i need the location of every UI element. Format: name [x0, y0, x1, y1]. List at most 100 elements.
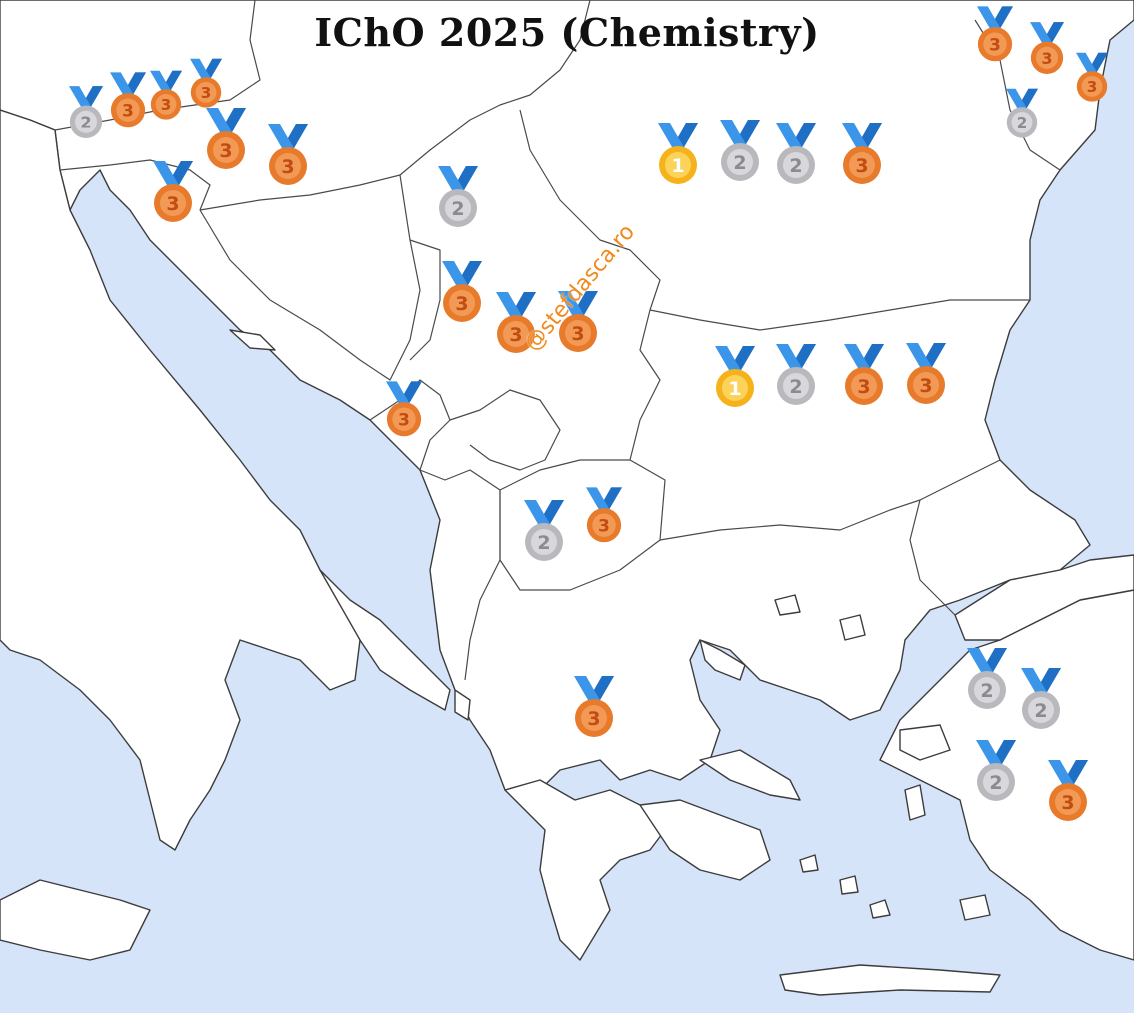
medal-inner-disc	[392, 407, 416, 431]
italy-heel	[319, 569, 451, 711]
medal-rank-label: 2	[733, 152, 746, 174]
medal-bronze-icon: 3	[153, 161, 193, 222]
medal-ribbon-shade	[578, 291, 598, 315]
balkan-landmass	[0, 0, 1134, 801]
medal-rank-label: 3	[509, 324, 522, 346]
medal-rank-label: 3	[281, 156, 294, 178]
medal-rank-label: 2	[989, 772, 1002, 794]
medal-rank-label: 3	[587, 708, 600, 730]
greece-attica	[639, 799, 771, 881]
medal-rank-label: 3	[571, 323, 584, 345]
medal-inner-disc	[503, 321, 529, 347]
thrace	[954, 554, 1134, 641]
medal-inner-disc	[565, 320, 591, 346]
medal-bronze-icon: 3	[206, 108, 246, 169]
medal-inner-disc	[849, 152, 875, 178]
medal-inner-disc	[581, 705, 607, 731]
medal-inner-disc	[155, 94, 177, 115]
medal-ribbon-shade	[1022, 88, 1038, 108]
medal-rank-label: 2	[789, 376, 802, 398]
medal-bronze-icon: 3	[496, 292, 536, 353]
border-greece-bulgaria	[659, 459, 1001, 541]
medal-rank-label: 3	[919, 375, 932, 397]
medal-ribbon-shade	[1068, 760, 1088, 784]
medal-silver-icon: 2	[438, 166, 478, 227]
medal-rank-label: 3	[1061, 792, 1074, 814]
medal-ribbon-shade	[926, 343, 946, 367]
medal-inner-disc	[983, 32, 1007, 56]
medal-rank-label: 3	[122, 102, 134, 122]
border-romania-bulgaria	[649, 299, 1030, 331]
medal-ribbon-shade	[987, 648, 1007, 672]
border-slovenia-croatia	[59, 159, 211, 211]
cyclades-1	[799, 854, 819, 873]
dodecanese	[959, 894, 991, 921]
cyclades-3	[869, 899, 891, 919]
medal-silver-icon: 2	[69, 86, 103, 138]
medal-inner-disc	[1035, 46, 1059, 69]
medal-rank-label: 2	[789, 155, 802, 177]
medal-bronze-icon: 3	[844, 344, 884, 405]
border-hungary-romania	[399, 0, 591, 176]
medal-rank-label: 3	[857, 376, 870, 398]
medal-ribbon-shade	[1041, 668, 1061, 692]
medal-inner-disc	[74, 110, 98, 133]
cyclades-2	[839, 875, 859, 895]
medal-bronze-icon: 3	[977, 6, 1013, 62]
medal-silver-icon: 2	[776, 123, 816, 184]
medal-bronze-icon: 3	[574, 676, 614, 737]
medal-ribbon-shade	[516, 292, 536, 316]
medal-ribbon-shade	[604, 487, 622, 509]
medal-ribbon-shade	[995, 6, 1013, 29]
medal-bronze-icon: 3	[586, 487, 622, 543]
medal-inner-disc	[160, 190, 186, 216]
medal-bronze-icon: 3	[558, 291, 598, 352]
medal-rank-label: 2	[980, 680, 993, 702]
border-austria-hungary	[54, 0, 261, 131]
medal-rank-label: 3	[398, 411, 410, 431]
medal-bronze-icon: 3	[150, 70, 182, 120]
medal-bronze-icon: 3	[442, 261, 482, 322]
medal-inner-disc	[727, 149, 753, 175]
chalkidiki	[699, 639, 746, 681]
medal-rank-label: 1	[728, 378, 741, 400]
corfu	[454, 689, 471, 721]
medal-rank-label: 2	[1034, 700, 1047, 722]
medal-rank-label: 3	[201, 84, 212, 102]
medal-rank-label: 3	[855, 155, 868, 177]
medal-bronze-icon: 3	[110, 72, 146, 128]
medal-inner-disc	[1081, 76, 1103, 97]
thasos	[774, 594, 801, 616]
medal-rank-label: 3	[455, 293, 468, 315]
medal-rank-label: 1	[671, 155, 684, 177]
medal-ribbon-shade	[796, 123, 816, 147]
medal-gold-icon: 1	[658, 123, 698, 184]
medal-ribbon-shade	[1047, 22, 1064, 43]
map-title: IChO 2025 (Chemistry)	[314, 10, 820, 55]
dalmatian-islands	[229, 329, 276, 351]
medal-ribbon-shade	[86, 86, 103, 107]
lesbos	[899, 724, 951, 761]
medal-bronze-icon: 3	[268, 124, 308, 185]
medal-gold-icon: 1	[715, 346, 755, 407]
medal-rank-label: 3	[166, 193, 179, 215]
medal-ribbon-shade	[462, 261, 482, 285]
medal-rank-label: 2	[80, 113, 91, 132]
medal-inner-disc	[1011, 112, 1033, 133]
border-croatia-bosnia	[199, 174, 421, 381]
lemnos	[839, 614, 866, 641]
border-kosovo	[449, 389, 561, 471]
medal-rank-label: 2	[1017, 114, 1028, 132]
medal-silver-icon: 2	[967, 648, 1007, 709]
medal-inner-disc	[195, 82, 217, 103]
medal-ribbon-shade	[862, 123, 882, 147]
medal-inner-disc	[783, 373, 809, 399]
medal-inner-disc	[213, 137, 239, 163]
medal-silver-icon: 2	[976, 740, 1016, 801]
medal-rank-label: 3	[598, 517, 610, 537]
border-serbia-romania	[519, 109, 661, 311]
medal-ribbon-shade	[678, 123, 698, 147]
medal-ribbon-shade	[173, 161, 193, 185]
